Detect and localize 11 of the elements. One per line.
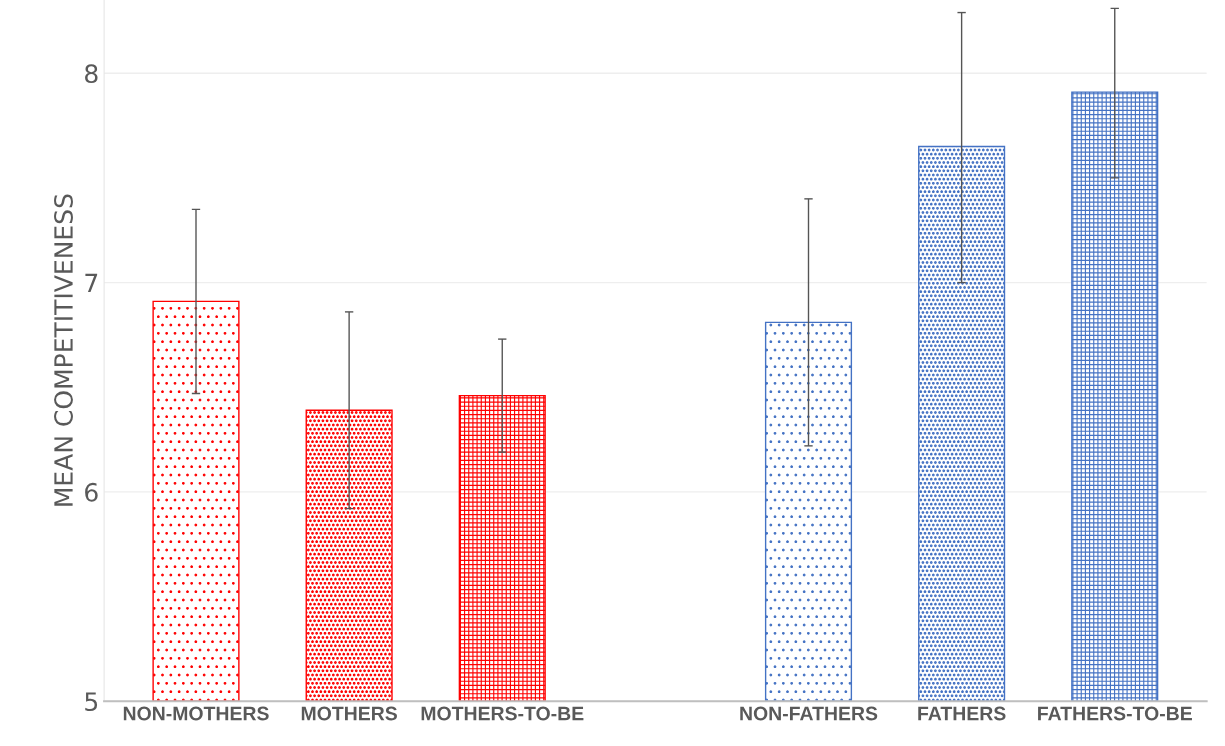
x-tick-label: FATHERS-TO-BE (1038, 706, 1192, 721)
y-tick-label: 6 (85, 482, 98, 502)
x-tick-label: NON-MOTHERS (123, 706, 269, 721)
x-tick-label: NON-FATHERS (740, 706, 878, 721)
x-tick-label: FATHERS (918, 706, 1006, 721)
x-tick-label: MOTHERS (301, 706, 397, 721)
y-tick-label: 8 (85, 64, 98, 84)
y-tick-label: 5 (85, 692, 98, 712)
y-axis-title: MEAN COMPETITIVENESS (54, 194, 73, 506)
y-tick-label: 7 (85, 273, 98, 293)
x-tick-label: MOTHERS-TO-BE (421, 706, 584, 721)
